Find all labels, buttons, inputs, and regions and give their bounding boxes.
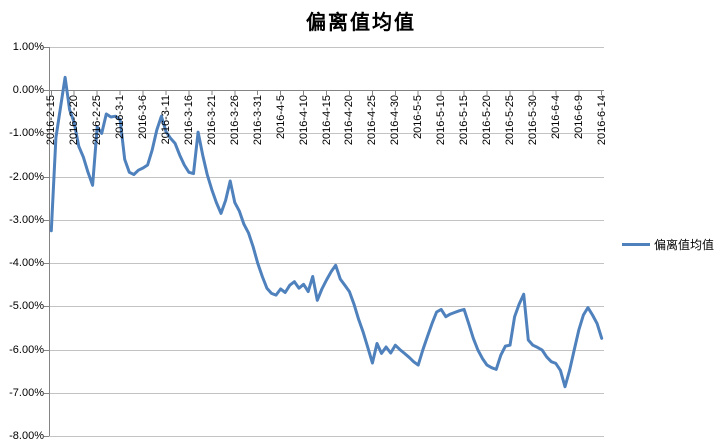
y-tick-label: -3.00% bbox=[9, 214, 44, 226]
x-tick-label: 2016-3-31 bbox=[251, 95, 264, 146]
chart-title: 偏离值均值 bbox=[306, 12, 416, 34]
x-tick-label: 2016-5-5 bbox=[412, 95, 425, 140]
x-tick-label: 2016-6-9 bbox=[572, 95, 585, 140]
legend-line-swatch bbox=[622, 242, 650, 246]
y-tick-label: -6.00% bbox=[9, 344, 44, 356]
x-tick-label: 2016-2-20 bbox=[68, 95, 81, 146]
y-tick-label: -1.00% bbox=[9, 127, 44, 139]
x-tick-label: 2016-3-26 bbox=[228, 95, 241, 146]
x-tick-label: 2016-2-15 bbox=[45, 95, 58, 146]
x-tick-label: 2016-3-1 bbox=[114, 95, 127, 140]
x-tick-label: 2016-5-30 bbox=[526, 95, 539, 146]
x-tick-label: 2016-6-14 bbox=[595, 95, 608, 146]
x-tick-label: 2016-6-4 bbox=[549, 95, 562, 140]
y-tick-label: 0.00% bbox=[12, 84, 44, 96]
x-tick-label: 2016-4-20 bbox=[343, 95, 356, 146]
legend-series-label: 偏离值均值 bbox=[654, 237, 715, 252]
x-tick-label: 2016-5-20 bbox=[481, 95, 494, 146]
x-tick-label: 2016-3-16 bbox=[182, 95, 195, 146]
x-tick-label: 2016-4-10 bbox=[297, 95, 310, 146]
y-tick-label: -7.00% bbox=[9, 387, 44, 399]
x-tick-label: 2016-4-25 bbox=[366, 95, 379, 146]
x-tick-label: 2016-4-30 bbox=[389, 95, 402, 146]
x-tick-label: 2016-3-21 bbox=[205, 95, 218, 146]
y-tick-label: -5.00% bbox=[9, 300, 44, 312]
x-tick-label: 2016-2-25 bbox=[91, 95, 104, 146]
y-tick-label: 1.00% bbox=[12, 41, 44, 53]
y-tick-label: -4.00% bbox=[9, 257, 44, 269]
x-tick-label: 2016-5-15 bbox=[458, 95, 471, 146]
legend: 偏离值均值 bbox=[622, 236, 714, 252]
data-series-line bbox=[49, 75, 604, 389]
y-tick-label: -8.00% bbox=[9, 430, 44, 442]
x-tick-label: 2016-5-25 bbox=[503, 95, 516, 146]
x-tick-label: 2016-4-15 bbox=[320, 95, 333, 146]
y-tick-label: -2.00% bbox=[9, 171, 44, 183]
x-tick-label: 2016-3-11 bbox=[159, 95, 172, 145]
x-tick-label: 2016-5-10 bbox=[435, 95, 448, 146]
x-tick-label: 2016-4-5 bbox=[274, 95, 287, 140]
x-tick-label: 2016-3-6 bbox=[137, 95, 150, 140]
